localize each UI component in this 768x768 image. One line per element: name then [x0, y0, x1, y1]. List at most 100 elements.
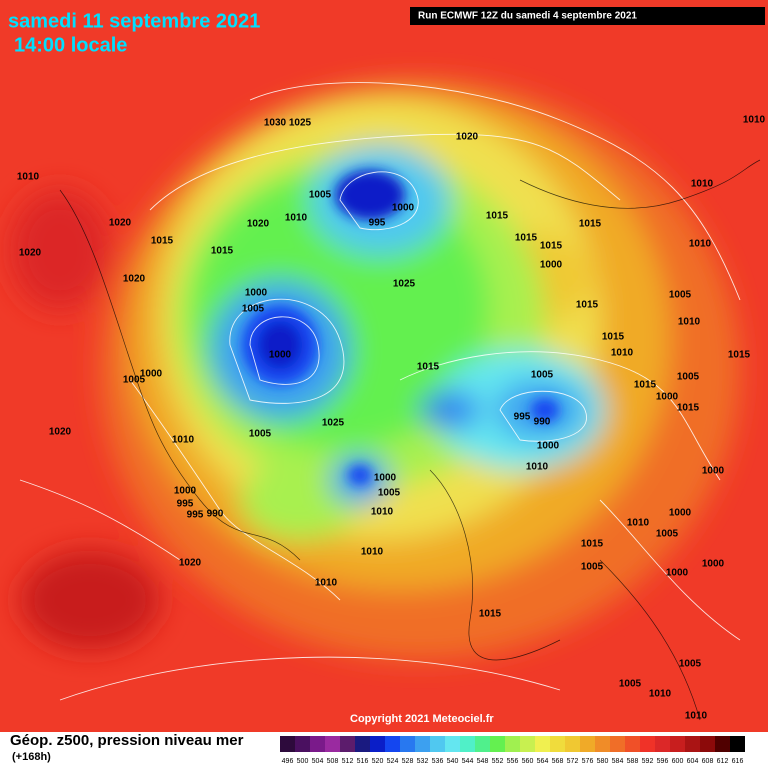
pressure-label: 1010 — [172, 435, 195, 446]
colorbar-swatch — [340, 736, 355, 752]
pressure-label: 1030 — [264, 118, 287, 129]
colorbar-label: 528 — [402, 758, 414, 765]
pressure-label: 1005 — [677, 372, 700, 383]
colorbar-label: 512 — [342, 758, 354, 765]
pressure-label: 1020 — [247, 219, 270, 230]
colorbar-label: 556 — [507, 758, 519, 765]
colorbar-label: 596 — [657, 758, 669, 765]
pressure-label: 1010 — [285, 213, 308, 224]
colorbar-swatch — [565, 736, 580, 752]
colorbar-swatch — [700, 736, 715, 752]
colorbar-label: 516 — [357, 758, 369, 765]
lows — [242, 170, 559, 485]
pressure-label: 995 — [187, 510, 204, 521]
pressure-label: 1010 — [315, 578, 338, 589]
colorbar-label: 576 — [582, 758, 594, 765]
colorbar-swatch — [520, 736, 535, 752]
pressure-label: 1000 — [392, 203, 415, 214]
pressure-label: 1010 — [689, 239, 712, 250]
colorbar-label: 588 — [627, 758, 639, 765]
pressure-label: 1015 — [151, 236, 174, 247]
isobars — [19, 82, 741, 701]
run-info: Run ECMWF 12Z du samedi 4 septembre 2021 — [418, 11, 637, 22]
field — [0, 0, 768, 732]
pressure-label: 1025 — [289, 118, 312, 129]
colorbar-label: 496 — [282, 758, 294, 765]
pressure-label: 1000 — [669, 508, 692, 519]
pressure-label: 1015 — [479, 609, 502, 620]
colorbar-label: 568 — [552, 758, 564, 765]
colorbar-label: 536 — [432, 758, 444, 765]
colorbar-swatch — [625, 736, 640, 752]
pressure-label: 1010 — [526, 462, 549, 473]
pressure-label: 1000 — [174, 486, 197, 497]
colorbar-label: 580 — [597, 758, 609, 765]
pressure-label: 1010 — [685, 711, 708, 722]
pressure-label: 1025 — [393, 279, 416, 290]
colorbar-label: 600 — [672, 758, 684, 765]
pressure-label: 1000 — [374, 473, 397, 484]
colorbar-label: 540 — [447, 758, 459, 765]
pressure-label: 1015 — [634, 380, 657, 391]
pressure-label: 1000 — [702, 559, 725, 570]
colorbar-swatch — [385, 736, 400, 752]
pressure-label: 990 — [534, 417, 551, 428]
pressure-label: 1020 — [109, 218, 132, 229]
colorbar-label: 520 — [372, 758, 384, 765]
colorbar-swatch — [400, 736, 415, 752]
colorbar-label: 500 — [297, 758, 309, 765]
pressure-label: 1005 — [619, 679, 642, 690]
pressure-label: 1020 — [456, 132, 479, 143]
pressure-label: 995 — [177, 499, 194, 510]
colorbar-swatch — [475, 736, 490, 752]
map-subtitle: 14:00 locale — [14, 34, 127, 56]
pressure-label: 1005 — [679, 659, 702, 670]
colorbar-label: 612 — [717, 758, 729, 765]
colorbar-label: 572 — [567, 758, 579, 765]
colorbar-swatch — [415, 736, 430, 752]
pressure-label: 1015 — [581, 539, 604, 550]
pressure-label: 1015 — [677, 403, 700, 414]
colorbar-label: 564 — [537, 758, 549, 765]
colorbar-swatch — [730, 736, 745, 752]
pressure-label: 1015 — [579, 219, 602, 230]
pressure-label: 1005 — [123, 375, 146, 386]
pressure-label: 1000 — [245, 288, 268, 299]
pressure-label: 1010 — [627, 518, 650, 529]
colorbar-label: 524 — [387, 758, 399, 765]
pressure-label: 1015 — [211, 246, 234, 257]
colorbar-swatch — [670, 736, 685, 752]
colorbar-label: 548 — [477, 758, 489, 765]
pressure-label: 1010 — [678, 317, 701, 328]
colorbar-swatch — [280, 736, 295, 752]
pressure-label: 1010 — [691, 179, 714, 190]
colorbar-swatch — [445, 736, 460, 752]
colorbar-swatch — [595, 736, 610, 752]
pressure-label: 1015 — [417, 362, 440, 373]
colorbar-label: 560 — [522, 758, 534, 765]
colorbar-label: 616 — [732, 758, 744, 765]
pressure-labels: 1030 102510201010100599510001010102010201… — [17, 115, 766, 722]
copyright: Copyright 2021 Meteociel.fr — [350, 713, 494, 725]
pressure-label: 1015 — [576, 300, 599, 311]
product-name: Géop. z500, pression niveau mer — [10, 732, 244, 749]
colorbar-swatch — [355, 736, 370, 752]
pressure-label: 1020 — [179, 558, 202, 569]
colorbar-swatch — [535, 736, 550, 752]
pressure-label: 1015 — [540, 241, 563, 252]
pressure-label: 1010 — [649, 689, 672, 700]
map-title: samedi 11 septembre 2021 — [8, 10, 260, 32]
colorbar-label: 604 — [687, 758, 699, 765]
pressure-label: 1010 — [371, 507, 394, 518]
pressure-label: 1010 — [743, 115, 766, 126]
pressure-label: 1005 — [656, 529, 679, 540]
pressure-label: 1005 — [378, 488, 401, 499]
pressure-label: 1020 — [19, 248, 42, 259]
pressure-label: 1000 — [140, 369, 163, 380]
pressure-label: 1000 — [537, 441, 560, 452]
colorbar-swatch — [550, 736, 565, 752]
pressure-label: 1000 — [702, 466, 725, 477]
colorbar-swatch — [370, 736, 385, 752]
pressure-label: 1015 — [728, 350, 751, 361]
